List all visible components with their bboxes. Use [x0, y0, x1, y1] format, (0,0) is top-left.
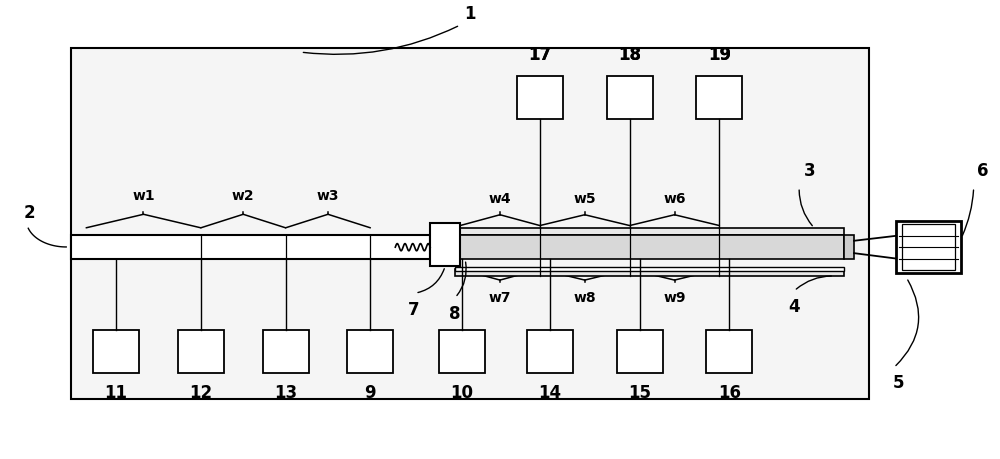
Text: w7: w7: [489, 291, 511, 305]
Text: w5: w5: [573, 192, 596, 206]
Bar: [455, 235, 844, 239]
Bar: [430, 223, 460, 266]
Text: 7: 7: [407, 301, 419, 319]
Bar: [347, 330, 393, 373]
Text: w4: w4: [489, 192, 511, 206]
Text: 14: 14: [538, 384, 561, 403]
Bar: [607, 76, 653, 118]
Text: 1: 1: [464, 5, 476, 23]
Text: 8: 8: [449, 305, 461, 323]
Bar: [517, 76, 563, 118]
Bar: [439, 330, 485, 373]
Text: 2: 2: [23, 203, 35, 222]
Text: 17: 17: [528, 46, 551, 64]
Text: 5: 5: [893, 374, 905, 392]
Text: 13: 13: [274, 384, 297, 403]
Text: w2: w2: [232, 189, 255, 203]
Text: 10: 10: [451, 384, 474, 403]
Text: w6: w6: [663, 192, 686, 206]
Text: 18: 18: [618, 46, 641, 64]
Bar: [527, 330, 573, 373]
Bar: [93, 330, 139, 373]
Text: w1: w1: [132, 189, 155, 203]
Bar: [455, 228, 844, 235]
Bar: [455, 267, 844, 271]
Text: 15: 15: [628, 384, 651, 403]
Bar: [263, 330, 309, 373]
Text: 17: 17: [528, 46, 551, 64]
Text: 4: 4: [788, 297, 800, 316]
Text: 16: 16: [718, 384, 741, 403]
Bar: [71, 48, 869, 399]
Text: 18: 18: [618, 46, 641, 64]
Bar: [455, 269, 844, 276]
Bar: [706, 330, 752, 373]
Bar: [902, 224, 955, 270]
Text: w3: w3: [317, 189, 339, 203]
Text: 3: 3: [804, 162, 816, 180]
Text: w8: w8: [573, 291, 596, 305]
Text: 19: 19: [708, 46, 731, 64]
Bar: [896, 221, 961, 273]
Bar: [617, 330, 663, 373]
Bar: [455, 235, 844, 259]
Bar: [696, 76, 742, 118]
Text: 12: 12: [189, 384, 212, 403]
Text: 9: 9: [365, 384, 376, 403]
Bar: [71, 235, 430, 259]
Text: 6: 6: [977, 162, 988, 180]
Text: 11: 11: [105, 384, 128, 403]
Bar: [844, 235, 854, 259]
Text: 19: 19: [708, 46, 731, 64]
Bar: [178, 330, 224, 373]
Text: w9: w9: [663, 291, 686, 305]
